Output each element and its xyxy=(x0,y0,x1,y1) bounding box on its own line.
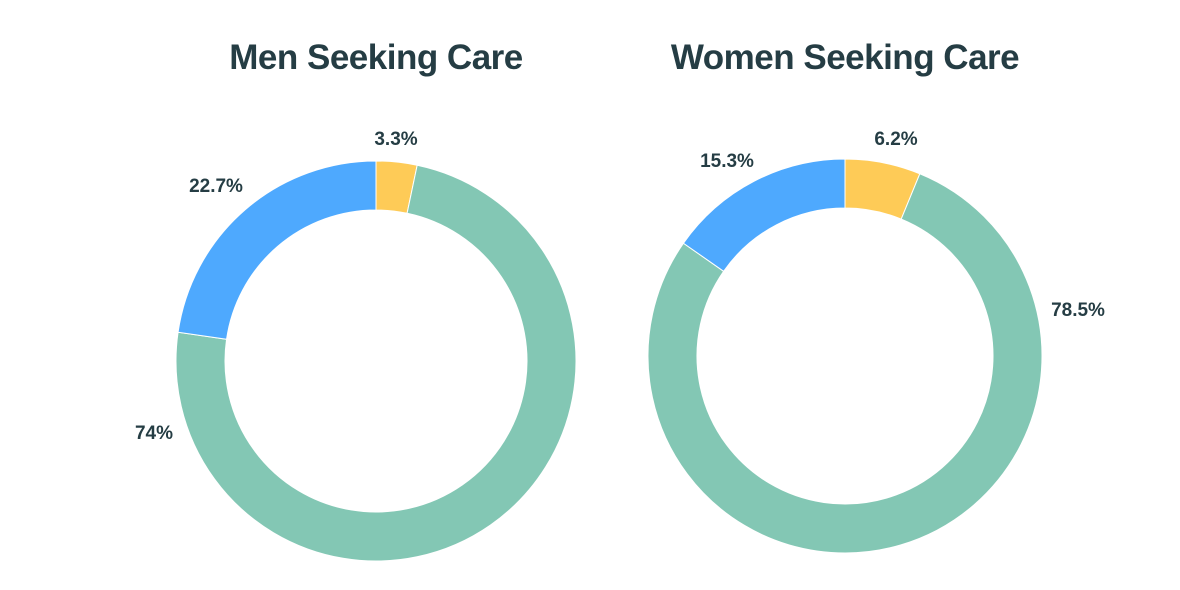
donut-slice xyxy=(177,160,377,340)
slice-value-label: 74% xyxy=(135,423,173,444)
slice-value-label: 15.3% xyxy=(700,151,754,172)
donut-slice xyxy=(175,164,577,562)
chart-title-women: Women Seeking Care xyxy=(670,38,1020,77)
donut-slice xyxy=(647,173,1043,554)
slice-value-label: 22.7% xyxy=(189,176,243,197)
slice-value-label: 78.5% xyxy=(1051,300,1105,321)
chart-title-men: Men Seeking Care xyxy=(229,38,523,77)
donut-slice xyxy=(682,158,846,272)
slice-value-label: 6.2% xyxy=(874,129,917,150)
slice-value-label: 3.3% xyxy=(374,129,417,150)
donut-chart-men: 3.3% 74% 22.7% xyxy=(135,129,577,562)
donut-chart-women: 6.2% 78.5% 15.3% xyxy=(647,129,1105,554)
